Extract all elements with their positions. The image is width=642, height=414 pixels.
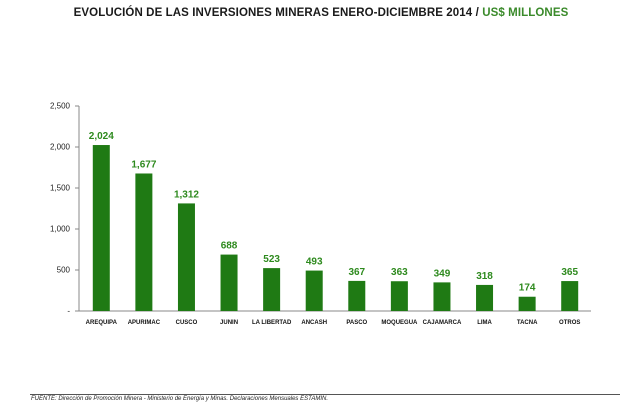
data-label: 318 [476,271,493,282]
data-label: 2,024 [89,131,114,142]
x-tick-label: LA LIBERTAD [252,320,292,326]
x-tick-label: PASCO [346,320,367,326]
y-tick-label: 2,000 [50,143,71,152]
x-tick-label: ANCASH [301,320,327,326]
data-label: 174 [519,283,536,294]
data-label: 1,677 [131,159,156,170]
bar [561,281,579,311]
y-tick-label: 2,500 [50,102,71,111]
bar [305,270,323,311]
x-tick-label: CUSCO [176,320,198,326]
x-tick-label: TACNA [517,320,538,326]
chart-title-separator: / [475,7,479,19]
data-label: 1,312 [174,189,199,200]
y-tick-label: 1,500 [50,184,71,193]
data-label: 363 [391,267,408,278]
x-tick-label: APURIMAC [128,320,161,326]
bar [263,268,281,311]
x-tick-label: CAJAMARCA [423,320,462,326]
bar [135,173,153,311]
x-tick-label: JUNIN [220,320,238,326]
data-label: 365 [561,267,578,278]
data-label: 688 [221,241,238,252]
bar [518,296,536,311]
data-label: 349 [434,268,451,279]
x-tick-label: MOQUEGUA [381,320,418,326]
x-tick-label: AREQUIPA [86,320,118,326]
y-tick-label: 500 [57,266,71,275]
y-tick-label: - [67,307,70,316]
bar [348,280,366,311]
chart-title-text: EVOLUCIÓN DE LAS INVERSIONES MINERAS ENE… [73,7,473,19]
y-tick-label: 1,000 [50,225,71,234]
chart-title: EVOLUCIÓN DE LAS INVERSIONES MINERAS ENE… [0,7,642,19]
data-label: 493 [306,257,323,268]
x-tick-label: OTROS [559,320,580,326]
data-label: 523 [263,254,280,265]
data-label: 367 [348,267,365,278]
source-note: FUENTE: Dirección de Promoción Minera - … [31,396,328,402]
bar [177,203,195,311]
bar [220,254,238,311]
bar [390,281,408,311]
bar [92,145,110,311]
bar [476,284,494,311]
x-tick-label: LIMA [477,320,492,326]
bar [433,282,451,311]
chart-title-unit: US$ MILLONES [482,7,569,19]
source-divider [30,394,620,395]
